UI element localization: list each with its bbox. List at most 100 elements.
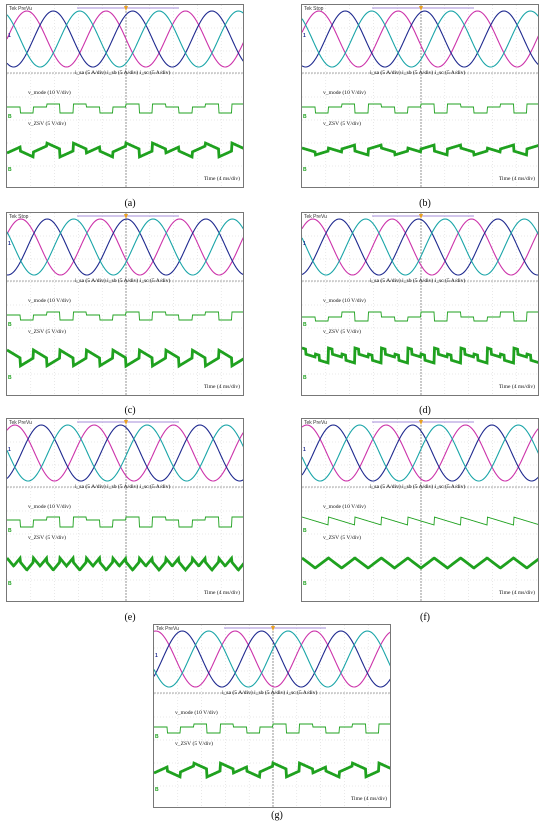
vmode-trace: [7, 103, 243, 114]
ch-b2-marker: B: [303, 375, 307, 381]
vzsv-trace: [7, 554, 243, 573]
current-trace-ic: [7, 218, 243, 276]
ch1-marker: 1: [155, 653, 158, 659]
time-scale-label: Time (4 ms/div): [498, 590, 535, 597]
current-trace-ic: [302, 424, 538, 482]
ch-b2-marker: B: [8, 581, 12, 587]
scope-plot-b: [302, 5, 538, 187]
current-trace-ic: [154, 630, 390, 688]
vmode-scale-label: v_mode (10 V/div): [323, 504, 366, 510]
ch-b-marker: B: [155, 734, 159, 740]
panel-caption-d: (d): [419, 405, 431, 416]
panel-caption-f: (f): [420, 612, 430, 623]
ch-b2-marker: B: [8, 375, 12, 381]
panel-caption-b: (b): [419, 198, 431, 209]
trigger-marker: [419, 214, 423, 219]
current-trace-ib: [7, 218, 243, 276]
current-scale-label: i_sa (5 A/div) i_sb (5 A/div) i_sc (5 A/…: [370, 278, 466, 284]
current-trace-ib: [302, 10, 538, 68]
panel-caption-g: (g): [271, 810, 283, 821]
scope-panel-a: 1 B B Tek PreVu i_sa (5 A/div) i_sb (5 A/div…: [6, 4, 244, 188]
scope-header: Tek Stop: [9, 214, 29, 220]
trigger-marker: [419, 420, 423, 425]
ch-b2-marker: B: [8, 167, 12, 173]
current-trace-ic: [302, 10, 538, 68]
panel-caption-a: (a): [124, 198, 136, 209]
vmode-scale-label: v_mode (10 V/div): [175, 710, 218, 716]
scope-plot-c: [7, 213, 243, 395]
time-scale-label: Time (4 ms/div): [203, 176, 240, 183]
vmode-trace: [302, 516, 538, 526]
current-trace-ia: [302, 424, 538, 482]
current-trace-ib: [302, 424, 538, 482]
ch1-marker: 1: [8, 33, 11, 39]
vzsv-scale-label: v_ZSV (5 V/div): [175, 741, 214, 747]
current-scale-label: i_sa (5 A/div) i_sb (5 A/div) i_sc (5 A/…: [75, 70, 171, 76]
ch-b-marker: B: [303, 114, 307, 120]
vmode-trace: [7, 311, 243, 321]
current-trace-ib: [7, 10, 243, 68]
ch1-marker: 1: [303, 241, 306, 247]
vzsv-scale-label: v_ZSV (5 V/div): [323, 121, 362, 127]
vmode-scale-label: v_mode (10 V/div): [323, 90, 366, 96]
ch1-marker: 1: [303, 33, 306, 39]
scope-panel-e: 1 B B Tek PreVu i_sa (5 A/div) i_sb (5 A/div…: [6, 418, 244, 602]
scope-plot-a: [7, 5, 243, 187]
current-trace-ia: [7, 218, 243, 276]
ch-b-marker: B: [303, 528, 307, 534]
current-scale-label: i_sa (5 A/div) i_sb (5 A/div) i_sc (5 A/…: [75, 278, 171, 284]
vzsv-trace: [302, 346, 538, 365]
current-trace-ib: [154, 630, 390, 688]
ch-b-marker: B: [8, 322, 12, 328]
trigger-marker: [419, 6, 423, 11]
current-scale-label: i_sa (5 A/div) i_sb (5 A/div) i_sc (5 A/…: [370, 70, 466, 76]
scope-header: Tek PreVu: [9, 420, 32, 426]
scope-header: Tek PreVu: [9, 6, 32, 12]
current-trace-ib: [302, 218, 538, 276]
current-trace-ic: [302, 218, 538, 276]
ch1-marker: 1: [303, 447, 306, 453]
scope-header: Tek PreVu: [304, 214, 327, 220]
trigger-marker: [271, 626, 275, 631]
vzsv-trace: [7, 347, 243, 369]
vzsv-trace: [154, 760, 390, 780]
time-scale-label: Time (4 ms/div): [498, 384, 535, 391]
ch-b2-marker: B: [303, 167, 307, 173]
current-trace-ia: [7, 424, 243, 482]
vmode-scale-label: v_mode (10 V/div): [323, 298, 366, 304]
scope-header: Tek PreVu: [156, 626, 179, 632]
scope-plot-d: [302, 213, 538, 395]
current-trace-ib: [7, 424, 243, 482]
vmode-scale-label: v_mode (10 V/div): [28, 90, 71, 96]
vzsv-scale-label: v_ZSV (5 V/div): [323, 329, 362, 335]
vzsv-scale-label: v_ZSV (5 V/div): [28, 329, 67, 335]
scope-panel-c: 1 B B Tek Stop i_sa (5 A/div) i_sb (5 A/div)…: [6, 212, 244, 396]
current-scale-label: i_sa (5 A/div) i_sb (5 A/div) i_sc (5 A/…: [370, 484, 466, 490]
scope-panel-b: 1 B B Tek Stop i_sa (5 A/div) i_sb (5 A/div)…: [301, 4, 539, 188]
vmode-trace: [7, 516, 243, 528]
scope-header: Tek Stop: [304, 6, 324, 12]
scope-panel-f: 1 B B Tek PreVu i_sa (5 A/div) i_sb (5 A/div…: [301, 418, 539, 602]
current-trace-ic: [7, 424, 243, 482]
current-trace-ia: [302, 218, 538, 276]
panel-caption-c: (c): [124, 405, 136, 416]
vmode-trace: [302, 103, 538, 114]
trigger-marker: [124, 214, 128, 219]
ch-b2-marker: B: [155, 787, 159, 793]
vmode-trace: [154, 723, 390, 734]
current-trace-ia: [302, 10, 538, 68]
ch1-marker: 1: [8, 447, 11, 453]
panel-caption-e: (e): [124, 612, 136, 623]
trigger-marker: [124, 420, 128, 425]
ch-b2-marker: B: [303, 581, 307, 587]
current-trace-ia: [154, 630, 390, 688]
time-scale-label: Time (4 ms/div): [203, 384, 240, 391]
current-scale-label: i_sa (5 A/div) i_sb (5 A/div) i_sc (5 A/…: [222, 690, 318, 696]
time-scale-label: Time (4 ms/div): [350, 796, 387, 803]
current-trace-ic: [7, 10, 243, 68]
ch-b-marker: B: [8, 528, 12, 534]
vmode-trace: [302, 311, 538, 322]
time-scale-label: Time (4 ms/div): [498, 176, 535, 183]
scope-plot-f: [302, 419, 538, 601]
time-scale-label: Time (4 ms/div): [203, 590, 240, 597]
